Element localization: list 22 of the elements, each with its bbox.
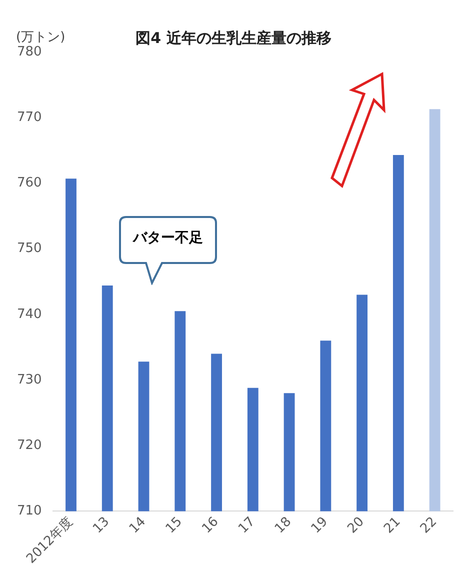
y-tick-label: 760: [16, 176, 42, 191]
x-tick-label: 20: [344, 514, 368, 537]
x-tick-label: 22: [418, 514, 440, 537]
y-tick-label: 770: [16, 110, 42, 125]
y-tick-label: 750: [16, 241, 42, 256]
y-tick-label: 780: [16, 44, 42, 60]
y-tick-label: 720: [16, 438, 42, 453]
x-tick-label: 21: [381, 514, 404, 537]
x-tick-label: 18: [272, 514, 294, 537]
y-axis-title: (万トン): [16, 30, 66, 45]
x-tick-label: 19: [308, 514, 331, 537]
x-tick-label: 13: [90, 514, 113, 537]
y-tick-label: 740: [16, 306, 42, 322]
annotation: バター不足: [132, 229, 204, 247]
x-tick-label: 16: [199, 514, 222, 537]
x-tick-label: 15: [163, 514, 186, 537]
y-tick-label: 710: [16, 504, 42, 519]
x-tick-label: 14: [126, 514, 149, 537]
x-tick-label: 17: [236, 514, 258, 537]
y-tick-label: 730: [16, 372, 42, 388]
chart-title: 図4 近年の生乳生産量の推移: [136, 28, 332, 47]
speech-bubble: バター不足: [118, 215, 218, 285]
